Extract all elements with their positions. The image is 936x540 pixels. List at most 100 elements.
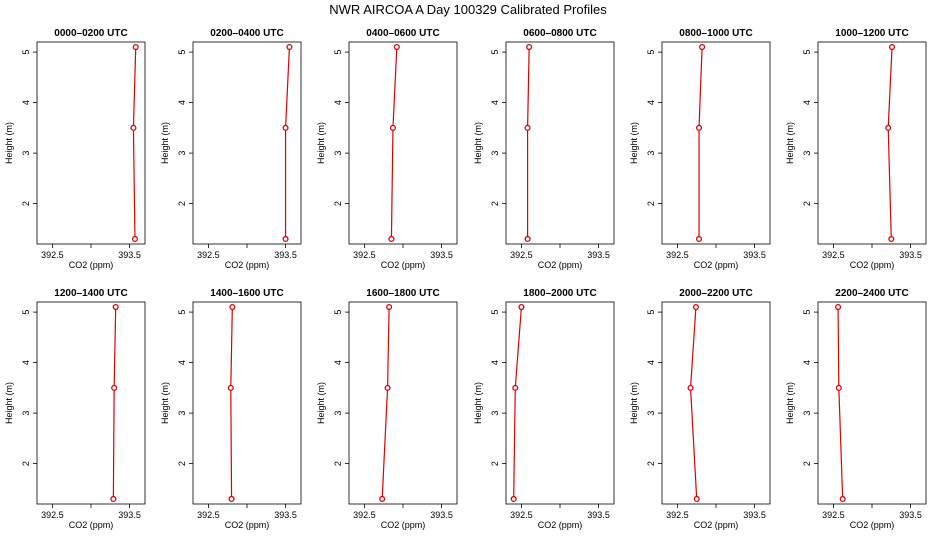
x-tick-label: 392.5 — [510, 510, 533, 520]
chart-panel-4: 0600–0800 UTC 392.5 393.5 CO2 (ppm) 2 3 4 5 Heig… — [473, 28, 615, 270]
y-axis-label: Height (m) — [473, 382, 483, 424]
profile-line — [526, 47, 530, 239]
x-axis-label: CO2 (ppm) — [850, 520, 895, 530]
plot-frame — [817, 41, 927, 245]
y-tick-label: 4 — [646, 100, 656, 105]
y-tick-label: 2 — [333, 201, 343, 206]
chart-panel-2: 0200–0400 UTC 392.5 393.5 CO2 (ppm) 2 3 4 5 Heig… — [160, 28, 302, 270]
data-point — [112, 303, 119, 311]
y-axis-label: Height (m) — [473, 122, 483, 164]
y-tick-label: 2 — [802, 461, 812, 466]
data-point — [695, 124, 703, 131]
y-tick-label: 3 — [21, 151, 31, 156]
y-tick-label: 3 — [646, 151, 656, 156]
data-point — [518, 303, 525, 311]
chart-panel-11: 2000–2200 UTC 392.5 393.5 CO2 (ppm) 2 3 4 5 Heig… — [629, 288, 771, 530]
x-tick-label: 392.5 — [510, 250, 533, 260]
y-tick-label: 3 — [802, 151, 812, 156]
data-point — [835, 303, 842, 311]
profile-line — [112, 307, 117, 499]
y-axis-label: Height (m) — [629, 382, 639, 424]
data-point — [111, 384, 118, 391]
x-axis-label: CO2 (ppm) — [381, 260, 426, 270]
profile-line — [698, 47, 703, 239]
y-tick-label: 2 — [21, 461, 31, 466]
data-point — [695, 235, 703, 243]
y-axis-label: Height (m) — [316, 122, 326, 164]
y-axis-label: Height (m) — [629, 122, 639, 164]
x-tick-label: 392.5 — [822, 510, 845, 520]
y-tick-label: 4 — [802, 100, 812, 105]
panel-title: 0000–0200 UTC — [54, 28, 127, 39]
y-tick-label: 3 — [177, 151, 187, 156]
data-point — [888, 235, 895, 243]
y-tick-label: 5 — [177, 50, 187, 55]
profile-line — [381, 307, 390, 499]
profile-line — [284, 47, 291, 239]
y-tick-label: 4 — [177, 360, 187, 365]
data-point — [286, 43, 293, 51]
data-point — [110, 495, 117, 503]
x-tick-label: 393.5 — [274, 510, 297, 520]
data-point — [687, 384, 694, 391]
y-tick-label: 3 — [177, 411, 187, 416]
data-point — [526, 43, 533, 51]
panel-title: 1800–2000 UTC — [523, 288, 596, 299]
y-axis-label: Height (m) — [4, 122, 14, 164]
y-tick-label: 5 — [177, 310, 187, 315]
y-tick-label: 3 — [490, 151, 500, 156]
data-point — [227, 384, 234, 391]
x-axis-label: CO2 (ppm) — [694, 520, 739, 530]
chart-panel-9: 1600–1800 UTC 392.5 393.5 CO2 (ppm) 2 3 4 5 Heig… — [316, 288, 458, 530]
x-tick-label: 393.5 — [899, 510, 922, 520]
y-tick-label: 5 — [802, 50, 812, 55]
chart-panel-12: 2200–2400 UTC 392.5 393.5 CO2 (ppm) 2 3 4 5 Heig… — [785, 288, 927, 530]
profile-line — [513, 307, 523, 499]
data-point — [885, 124, 892, 131]
profile-line — [132, 47, 137, 239]
chart-panel-7: 1200–1400 UTC 392.5 393.5 CO2 (ppm) 2 3 4 5 Heig… — [4, 288, 146, 530]
x-tick-label: 393.5 — [587, 250, 610, 260]
x-tick-label: 392.5 — [822, 250, 845, 260]
y-tick-label: 5 — [646, 310, 656, 315]
x-tick-label: 393.5 — [430, 250, 453, 260]
panel-title: 1600–1800 UTC — [366, 288, 439, 299]
y-tick-label: 4 — [802, 360, 812, 365]
data-point — [386, 303, 393, 311]
x-axis-label: CO2 (ppm) — [69, 520, 114, 530]
x-axis-label: CO2 (ppm) — [538, 260, 583, 270]
y-tick-label: 3 — [490, 411, 500, 416]
x-tick-label: 392.5 — [41, 250, 64, 260]
y-tick-label: 4 — [333, 100, 343, 105]
chart-panel-3: 0400–0600 UTC 392.5 393.5 CO2 (ppm) 2 3 4 5 Heig… — [316, 28, 458, 270]
y-axis-label: Height (m) — [785, 382, 795, 424]
data-point — [379, 495, 386, 503]
y-axis-label: Height (m) — [160, 122, 170, 164]
data-point — [229, 303, 236, 311]
data-point — [699, 43, 706, 51]
plot-frame — [661, 41, 771, 245]
data-point — [524, 124, 531, 131]
x-tick-label: 392.5 — [41, 510, 64, 520]
x-tick-label: 393.5 — [587, 510, 610, 520]
data-point — [393, 43, 400, 51]
panel-title: 2000–2200 UTC — [679, 288, 752, 299]
panel-title: 0600–0800 UTC — [523, 28, 596, 39]
chart-panel-5: 0800–1000 UTC 392.5 393.5 CO2 (ppm) 2 3 4 5 Heig… — [629, 28, 771, 270]
plot-frame — [192, 301, 302, 505]
plot-frame — [661, 301, 771, 505]
y-tick-label: 3 — [333, 411, 343, 416]
y-tick-label: 4 — [490, 100, 500, 105]
figure-title: NWR AIRCOA A Day 100329 Calibrated Profi… — [329, 2, 607, 17]
y-tick-label: 2 — [646, 201, 656, 206]
y-tick-label: 4 — [333, 360, 343, 365]
data-point — [524, 235, 531, 243]
data-point — [132, 43, 139, 51]
data-point — [512, 384, 519, 391]
x-tick-label: 393.5 — [118, 510, 141, 520]
data-point — [839, 495, 846, 503]
x-tick-label: 392.5 — [666, 510, 689, 520]
y-tick-label: 4 — [177, 100, 187, 105]
x-tick-label: 393.5 — [430, 510, 453, 520]
